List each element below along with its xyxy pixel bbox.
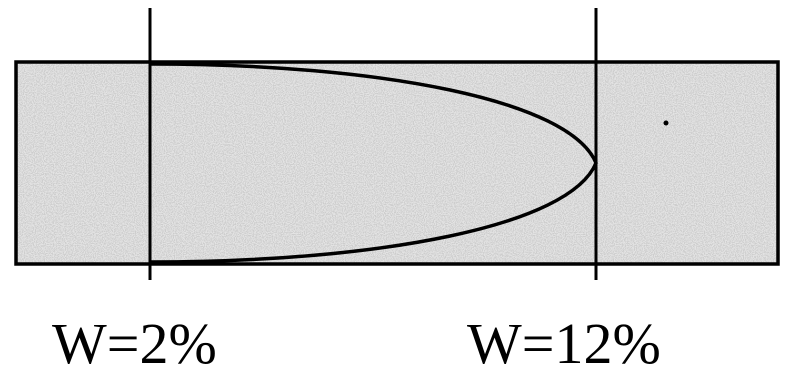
speck-dot (663, 120, 669, 126)
specimen-texture (16, 62, 778, 264)
label-w-12-percent: W=12% (467, 311, 661, 376)
parabolic-front-curve (149, 62, 598, 264)
specimen-outline (14, 60, 780, 266)
label-w-2-percent: W=2% (52, 311, 217, 376)
